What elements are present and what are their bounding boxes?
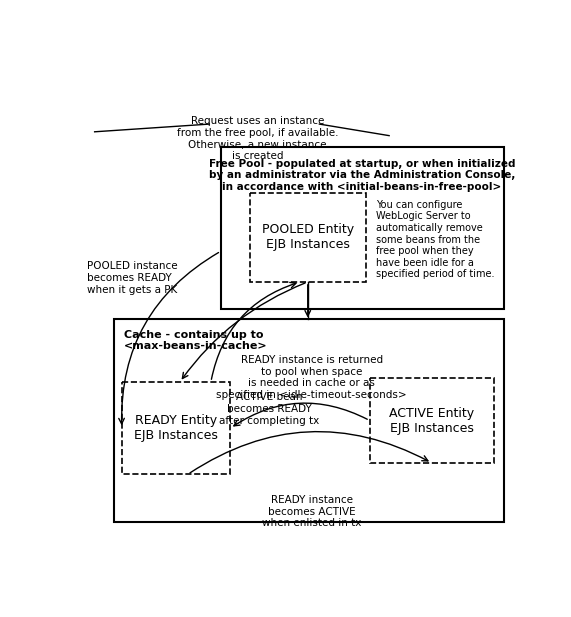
Text: READY instance
becomes ACTIVE
when enlisted in tx: READY instance becomes ACTIVE when enlis…: [262, 495, 361, 528]
Text: POOLED instance
becomes READY
when it gets a PK: POOLED instance becomes READY when it ge…: [87, 262, 178, 295]
Bar: [114, 319, 504, 522]
Bar: [250, 193, 366, 282]
Text: READY Entity
EJB Instances: READY Entity EJB Instances: [134, 414, 218, 442]
Bar: [122, 382, 230, 474]
Bar: [370, 378, 494, 463]
Text: Cache - contains up to
<max-beans-in-cache>: Cache - contains up to <max-beans-in-cac…: [124, 329, 268, 351]
Text: You can configure
WebLogic Server to
automatically remove
some beans from the
fr: You can configure WebLogic Server to aut…: [376, 200, 494, 280]
Text: READY instance is returned
to pool when space
is needed in cache or as
specified: READY instance is returned to pool when …: [216, 355, 407, 400]
Text: Free Pool - populated at startup, or when initialized
by an administrator via th: Free Pool - populated at startup, or whe…: [209, 159, 515, 192]
Text: ACTIVE bean
becomes READY
after completing tx: ACTIVE bean becomes READY after completi…: [219, 392, 319, 426]
Bar: [221, 147, 504, 309]
Text: POOLED Entity
EJB Instances: POOLED Entity EJB Instances: [262, 223, 354, 251]
Text: Request uses an instance
from the free pool, if available.
Otherwise, a new inst: Request uses an instance from the free p…: [176, 117, 338, 161]
Text: ACTIVE Entity
EJB Instances: ACTIVE Entity EJB Instances: [389, 407, 475, 434]
